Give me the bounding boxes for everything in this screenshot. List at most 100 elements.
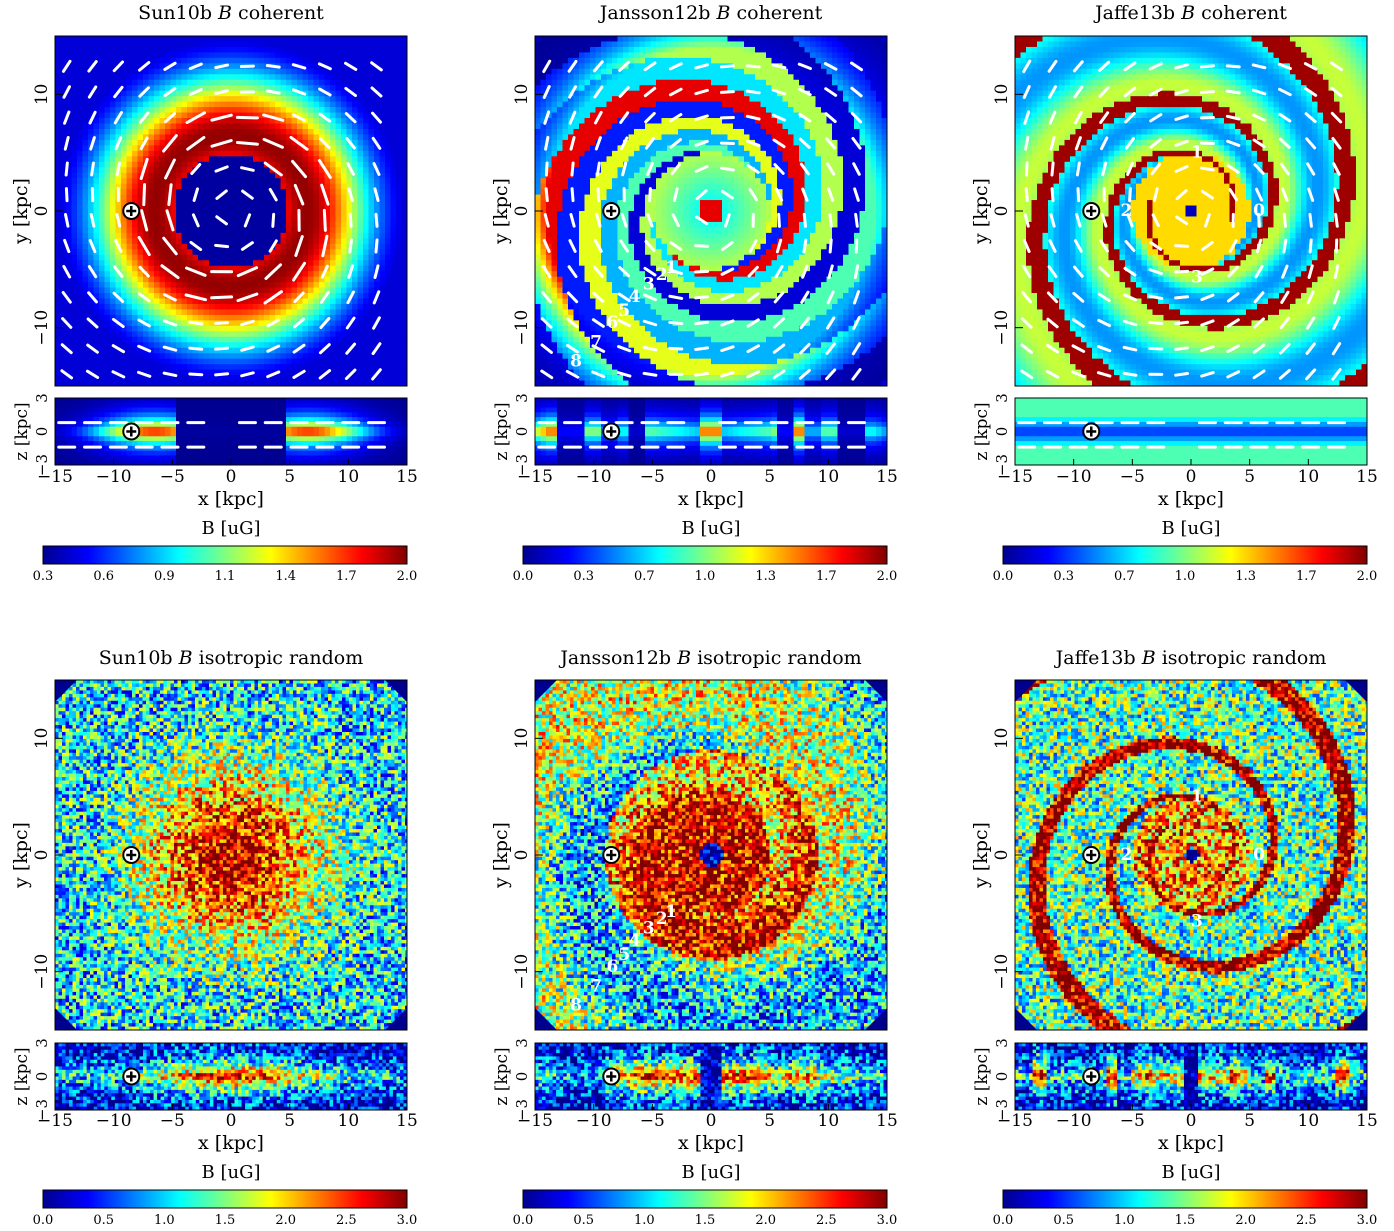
x-tick-label: 0 [226,1111,237,1131]
field-vector [1148,320,1164,326]
field-vector [291,88,307,96]
field-vector [1333,290,1340,305]
y-tick-label: −10 [992,310,1012,346]
colorbar-tick-label: 1.3 [1235,569,1256,584]
field-vector [1305,368,1317,381]
field-vector [1124,240,1136,252]
field-vector [1023,213,1030,228]
field-vector [1048,110,1057,125]
x-tick-label: −5 [160,467,185,487]
field-vector [188,346,204,351]
field-vector [292,113,306,122]
map-corner [535,680,557,702]
colorbar-tick-label: 3.0 [397,1213,418,1228]
field-vector [162,319,178,327]
field-vector [668,268,683,276]
field-vector [644,137,656,150]
arm-label: 5 [618,945,630,965]
arm-label: 3 [643,918,655,938]
z-tick-label: 3 [993,393,1011,403]
sun-marker-cross [1086,1071,1097,1082]
field-vector [235,140,259,146]
field-vector [185,111,207,125]
field-vector [348,212,353,228]
field-vector [1200,267,1215,276]
field-vector [1334,212,1339,228]
field-vector [1174,139,1189,147]
y-tick-label: −10 [512,310,532,346]
field-vector [111,344,126,354]
field-vector [88,110,97,125]
field-vector [1330,111,1343,124]
field-vector [1308,212,1313,228]
field-vector [694,346,710,351]
arm-label: 8 [570,995,582,1015]
field-vector [162,371,178,378]
field-vector [1226,344,1241,354]
colorbar-tick-label: 0.6 [93,569,114,584]
field-vector [642,371,658,377]
field-vector [318,343,331,355]
colorbar-tick-label: 1.0 [1175,569,1196,584]
field-vector [800,290,810,304]
field-vector [746,370,761,379]
field-vector [1123,266,1137,277]
field-vector [346,162,355,176]
field-vector [748,239,758,253]
x-tick-label: −10 [1056,1111,1092,1131]
field-vector [850,111,863,124]
field-vector [1048,85,1057,99]
field-vector [265,89,281,95]
field-vector [1333,187,1340,202]
field-vector [1174,165,1189,173]
field-vector [544,187,549,203]
field-vector [63,136,70,151]
field-vectors [540,59,863,381]
field-vector [1020,369,1034,380]
field-vector [1304,87,1318,97]
field-vector [320,264,329,279]
field-vectors [1020,59,1343,381]
field-vector [853,187,860,202]
field-vector [646,213,654,228]
field-vector [540,317,553,329]
panel-title: Jansson12b B coherent [598,2,823,24]
field-vector [1150,162,1162,176]
field-vector [317,62,332,71]
map-corner [55,1008,77,1030]
field-vector [720,319,735,327]
field-vector [1304,112,1317,124]
sun-marker-cross [126,850,137,860]
field-vector [292,317,306,329]
field-vector [1226,370,1241,379]
field-vector [1255,238,1263,254]
field-vector [720,267,735,276]
field-vector [346,290,355,305]
field-vector [264,263,283,281]
arm-label: 8 [570,351,582,371]
field-vector [1072,60,1084,73]
colorbar-tick-label: 2.0 [1235,1213,1256,1228]
field-vector [618,86,630,98]
field-vector [802,238,808,254]
colorbar-tick-label: 2.0 [755,1213,776,1228]
sideon-map [55,398,407,465]
field-vector [772,369,786,380]
colorbar-tick-label: 1.0 [1114,1213,1135,1228]
field-vector [1097,292,1111,303]
field-vector [266,370,281,379]
field-vector [746,139,761,147]
x-tick-label: 15 [396,1111,418,1131]
field-vector [621,161,628,177]
x-tick-label: 10 [818,1111,840,1131]
field-vector [1100,213,1108,228]
field-vector [373,264,380,279]
field-vector [139,157,149,181]
colorbar-label: B [uG] [202,1162,261,1183]
title-kind: coherent [1195,2,1287,24]
x-tick-label: 0 [1186,1111,1197,1131]
field-vector [1303,62,1318,71]
colorbar-tick-label: 1.5 [215,1213,236,1228]
x-tick-label: −15 [37,467,73,487]
field-vector [567,59,578,73]
